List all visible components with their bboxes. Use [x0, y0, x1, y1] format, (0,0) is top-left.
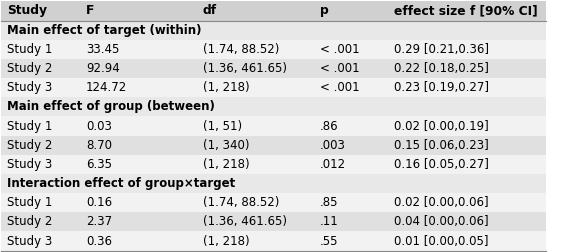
Text: Study 1: Study 1	[7, 196, 52, 209]
Text: 33.45: 33.45	[86, 43, 119, 56]
Text: Study 3: Study 3	[7, 158, 52, 171]
Bar	[1, 116, 546, 136]
Text: Study 3: Study 3	[7, 81, 52, 94]
Text: F: F	[86, 5, 94, 17]
Text: (1.74, 88.52): (1.74, 88.52)	[203, 43, 279, 56]
Text: < .001: < .001	[320, 62, 360, 75]
Text: 6.35: 6.35	[86, 158, 112, 171]
Text: (1, 218): (1, 218)	[203, 235, 249, 247]
Bar	[1, 97, 546, 116]
Text: Study 3: Study 3	[7, 235, 52, 247]
Text: Study 2: Study 2	[7, 139, 52, 152]
Bar	[1, 40, 546, 59]
Text: Main effect of group (between): Main effect of group (between)	[7, 100, 215, 113]
Text: Study 2: Study 2	[7, 62, 52, 75]
Text: Study 1: Study 1	[7, 119, 52, 133]
Text: 0.22 [0.18,0.25]: 0.22 [0.18,0.25]	[394, 62, 488, 75]
Text: (1, 218): (1, 218)	[203, 158, 249, 171]
Text: < .001: < .001	[320, 81, 360, 94]
Text: 0.29 [0.21,0.36]: 0.29 [0.21,0.36]	[394, 43, 488, 56]
Text: 0.23 [0.19,0.27]: 0.23 [0.19,0.27]	[394, 81, 488, 94]
Text: 124.72: 124.72	[86, 81, 127, 94]
Bar	[1, 21, 546, 40]
Bar	[1, 2, 546, 21]
Text: 0.02 [0.00,0.19]: 0.02 [0.00,0.19]	[394, 119, 488, 133]
Text: df: df	[203, 5, 217, 17]
Bar	[1, 136, 546, 155]
Text: (1.36, 461.65): (1.36, 461.65)	[203, 62, 287, 75]
Text: .55: .55	[320, 235, 339, 247]
Text: p: p	[320, 5, 329, 17]
Bar	[1, 231, 546, 250]
Text: Main effect of target (within): Main effect of target (within)	[7, 24, 201, 37]
Text: 8.70: 8.70	[86, 139, 112, 152]
Bar	[1, 193, 546, 212]
Text: Study 1: Study 1	[7, 43, 52, 56]
Bar	[1, 155, 546, 174]
Text: .012: .012	[320, 158, 346, 171]
Text: 92.94: 92.94	[86, 62, 120, 75]
Bar	[1, 78, 546, 97]
Text: 2.37: 2.37	[86, 215, 112, 228]
Text: Study 2: Study 2	[7, 215, 52, 228]
Bar	[1, 59, 546, 78]
Text: 0.04 [0.00,0.06]: 0.04 [0.00,0.06]	[394, 215, 488, 228]
Text: .85: .85	[320, 196, 339, 209]
Bar	[1, 212, 546, 231]
Text: 0.16: 0.16	[86, 196, 112, 209]
Text: .11: .11	[320, 215, 339, 228]
Text: (1, 218): (1, 218)	[203, 81, 249, 94]
Text: 0.01 [0.00,0.05]: 0.01 [0.00,0.05]	[394, 235, 488, 247]
Text: (1.74, 88.52): (1.74, 88.52)	[203, 196, 279, 209]
Text: 0.16 [0.05,0.27]: 0.16 [0.05,0.27]	[394, 158, 488, 171]
Text: Interaction effect of group×target: Interaction effect of group×target	[7, 177, 235, 190]
Text: effect size f [90% CI]: effect size f [90% CI]	[394, 5, 537, 17]
Text: (1.36, 461.65): (1.36, 461.65)	[203, 215, 287, 228]
Text: Study: Study	[7, 5, 47, 17]
Text: (1, 340): (1, 340)	[203, 139, 249, 152]
Text: 0.03: 0.03	[86, 119, 112, 133]
Text: 0.02 [0.00,0.06]: 0.02 [0.00,0.06]	[394, 196, 488, 209]
Text: .003: .003	[320, 139, 346, 152]
Text: .86: .86	[320, 119, 339, 133]
Text: (1, 51): (1, 51)	[203, 119, 242, 133]
Text: < .001: < .001	[320, 43, 360, 56]
Text: 0.15 [0.06,0.23]: 0.15 [0.06,0.23]	[394, 139, 488, 152]
Text: 0.36: 0.36	[86, 235, 112, 247]
Bar	[1, 174, 546, 193]
